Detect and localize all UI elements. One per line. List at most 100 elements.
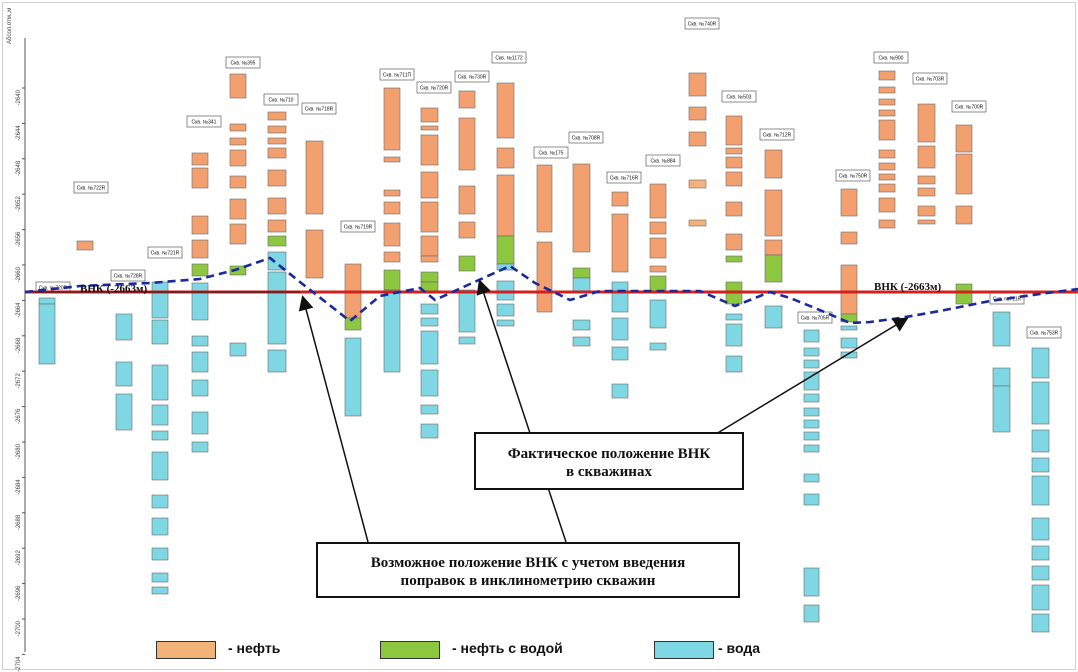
well-label-box xyxy=(533,146,569,159)
water-interval xyxy=(420,317,439,327)
water-interval xyxy=(840,325,858,331)
water-interval xyxy=(803,407,820,417)
well-label: Скв. №1172 xyxy=(495,56,523,62)
water-interval xyxy=(151,430,169,441)
water-interval xyxy=(1031,517,1050,541)
oil-interval xyxy=(878,86,896,94)
depth-tick-label: -2676 xyxy=(16,408,22,424)
water-interval xyxy=(151,586,169,595)
well-label-box xyxy=(416,81,452,94)
well-label: Скв. №721R xyxy=(151,251,180,257)
water-interval xyxy=(572,336,591,347)
well-label: Скв. №710 xyxy=(269,98,294,104)
oil-water-interval xyxy=(764,254,783,283)
well-label: Скв. №728R xyxy=(114,274,143,280)
water-interval xyxy=(1031,457,1050,473)
well-label-box xyxy=(797,311,833,324)
oil-interval xyxy=(878,219,896,229)
oil-interval xyxy=(688,106,707,121)
callout-possible-line-2: поправок в инклинометрию скважин xyxy=(400,573,656,589)
oil-interval xyxy=(229,137,247,146)
well-label-box xyxy=(606,171,642,184)
oil-interval xyxy=(878,119,896,141)
oil-interval xyxy=(878,109,896,117)
water-interval xyxy=(1031,429,1050,453)
water-interval xyxy=(803,493,820,506)
water-interval xyxy=(458,336,476,345)
water-interval xyxy=(803,347,820,357)
well-label-box xyxy=(873,51,909,64)
oil-interval xyxy=(840,264,858,315)
water-interval xyxy=(649,342,667,351)
oil-interval xyxy=(917,187,936,197)
water-interval xyxy=(1031,584,1050,611)
callout-possible-line-1: Возможное положение ВНК с учетом введени… xyxy=(370,555,686,571)
depth-tick-label: -2656 xyxy=(16,231,22,247)
oil-water-interval xyxy=(267,235,287,247)
water-interval xyxy=(840,351,858,359)
oil-interval xyxy=(76,240,94,251)
oil-water-interval xyxy=(840,313,858,323)
oil-interval xyxy=(420,171,439,199)
oil-water-interval xyxy=(955,283,973,305)
oil-interval xyxy=(649,265,667,273)
oil-interval xyxy=(420,107,439,123)
owc-label-right: ВНК (-2663м) xyxy=(874,281,942,293)
water-interval xyxy=(611,281,629,313)
oil-interval xyxy=(229,175,247,189)
oil-interval xyxy=(878,162,896,171)
water-interval xyxy=(803,473,820,483)
oil-water-interval xyxy=(458,255,476,272)
water-interval xyxy=(420,303,439,315)
legend-swatch-oil xyxy=(156,641,216,659)
well-label-box xyxy=(721,90,757,103)
well-label-box xyxy=(759,128,795,141)
water-interval xyxy=(151,517,169,536)
water-interval xyxy=(115,313,133,341)
water-interval xyxy=(267,251,287,271)
depth-tick-label: -2644 xyxy=(16,125,22,141)
water-interval xyxy=(420,330,439,365)
well-label-box xyxy=(340,220,376,233)
water-interval xyxy=(151,364,169,401)
well-label: Скв. №175 xyxy=(539,151,564,157)
water-interval xyxy=(151,572,169,583)
well-label: Скв. №720R xyxy=(420,86,449,92)
water-interval xyxy=(496,303,515,317)
depth-tick-label: -2672 xyxy=(16,373,22,389)
legend-label-oil-water: - нефть с водой xyxy=(452,640,563,656)
oil-interval xyxy=(611,213,629,273)
oil-interval xyxy=(917,103,936,143)
oil-interval xyxy=(536,241,553,313)
oil-interval xyxy=(496,174,515,237)
well-label-box xyxy=(110,269,146,282)
oil-interval xyxy=(955,153,973,195)
oil-interval xyxy=(917,145,936,169)
oil-interval xyxy=(688,219,707,227)
water-interval xyxy=(803,359,820,369)
oil-interval xyxy=(420,255,439,263)
oil-interval xyxy=(458,90,476,109)
oil-interval xyxy=(725,233,743,251)
oil-interval xyxy=(229,123,247,132)
water-interval xyxy=(191,441,209,453)
well-label: Скв. №703R xyxy=(916,77,945,83)
oil-water-interval xyxy=(383,269,401,291)
legend-swatch-water xyxy=(654,641,714,659)
water-interval xyxy=(420,423,439,439)
water-interval xyxy=(383,289,401,373)
oil-interval xyxy=(383,201,401,215)
water-interval xyxy=(229,342,247,357)
oil-interval xyxy=(267,169,287,187)
oil-interval xyxy=(229,223,247,245)
oil-interval xyxy=(878,183,896,193)
water-interval xyxy=(803,567,820,597)
well-label-box xyxy=(147,246,183,259)
water-interval xyxy=(191,282,209,321)
oil-interval xyxy=(420,125,439,131)
oil-interval xyxy=(917,175,936,185)
oil-interval xyxy=(191,215,209,235)
well-label-box xyxy=(379,68,415,81)
oil-interval xyxy=(725,201,743,217)
